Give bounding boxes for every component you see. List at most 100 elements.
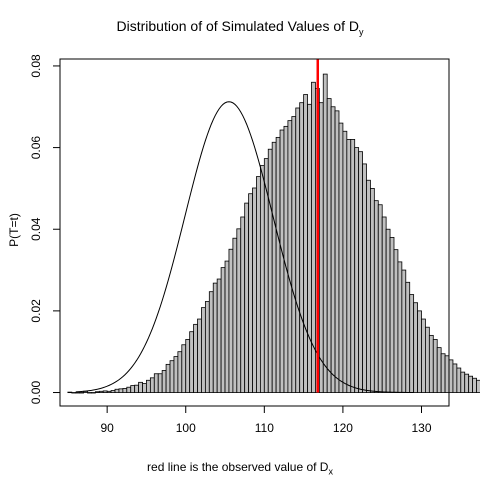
histogram-bar bbox=[197, 318, 202, 393]
histogram-bar bbox=[102, 390, 108, 393]
histogram-bar bbox=[283, 125, 289, 393]
histogram-bar bbox=[397, 261, 403, 393]
histogram-bar bbox=[409, 294, 415, 393]
histogram-bar bbox=[224, 260, 230, 393]
histogram-bar bbox=[393, 249, 399, 393]
histogram-bar bbox=[428, 334, 434, 393]
histogram-bar bbox=[212, 282, 218, 393]
histogram-bar bbox=[432, 339, 438, 393]
histogram-bar bbox=[118, 388, 124, 393]
y-tick-label: 0.06 bbox=[29, 136, 43, 160]
density-curve bbox=[75, 101, 414, 393]
histogram-bar bbox=[79, 392, 84, 394]
histogram-bar bbox=[252, 187, 257, 393]
x-tick-label: 90 bbox=[100, 421, 114, 435]
histogram-bar bbox=[436, 347, 442, 393]
histogram-bar bbox=[165, 363, 171, 393]
histogram-bar bbox=[370, 188, 375, 393]
histogram-bar bbox=[291, 116, 297, 393]
y-tick-label: 0.08 bbox=[29, 54, 43, 78]
histogram-bar bbox=[381, 216, 387, 393]
histogram-bar bbox=[318, 102, 324, 393]
histogram-bar bbox=[157, 373, 163, 393]
histogram-bar bbox=[460, 371, 466, 393]
histogram-bar bbox=[75, 392, 81, 394]
histogram-bar bbox=[413, 302, 418, 393]
histogram-bar bbox=[476, 379, 480, 393]
histogram-bar bbox=[405, 281, 411, 393]
histogram-bar bbox=[362, 163, 367, 393]
x-axis: 90 100 110 120 130 bbox=[100, 405, 432, 435]
histogram-bar bbox=[456, 367, 462, 393]
histogram-bar bbox=[67, 391, 73, 394]
histogram-bar bbox=[295, 107, 301, 393]
histogram-bar bbox=[322, 73, 328, 393]
histogram-bar bbox=[114, 388, 120, 393]
histogram-bar bbox=[169, 360, 175, 393]
histogram-bar bbox=[346, 139, 352, 393]
histogram-bar bbox=[366, 179, 371, 393]
histogram-bar bbox=[330, 106, 336, 393]
x-tick-label: 130 bbox=[411, 421, 431, 435]
histogram-bar bbox=[146, 379, 151, 393]
histogram-bar bbox=[468, 375, 473, 393]
histogram-bar bbox=[189, 331, 194, 393]
histogram-bar bbox=[307, 103, 312, 393]
histogram-bar bbox=[110, 390, 116, 393]
histogram-bar bbox=[299, 102, 305, 393]
histogram-bar bbox=[228, 248, 234, 393]
histogram-bar bbox=[122, 388, 128, 393]
histogram-bar bbox=[142, 383, 147, 393]
y-tick-label: 0.00 bbox=[29, 381, 43, 405]
histogram-bar bbox=[177, 351, 183, 393]
histogram-bar bbox=[354, 147, 360, 393]
histogram-bar bbox=[244, 202, 250, 393]
histogram-bar bbox=[256, 176, 261, 393]
histogram-bar bbox=[185, 339, 191, 393]
histogram-bar bbox=[87, 392, 92, 394]
histogram-bar bbox=[267, 148, 273, 393]
histogram-bar bbox=[287, 120, 293, 393]
histogram-bar bbox=[248, 193, 253, 393]
y-tick-label: 0.02 bbox=[29, 299, 43, 323]
histogram-bar bbox=[98, 390, 104, 393]
histogram-bar bbox=[193, 323, 198, 393]
histogram-bar bbox=[275, 136, 281, 393]
histogram-bar bbox=[240, 216, 246, 393]
histogram-bar bbox=[216, 278, 222, 393]
histogram-bar bbox=[440, 353, 446, 393]
histogram-bar bbox=[161, 370, 167, 393]
histogram-bar bbox=[71, 392, 77, 394]
histogram-bar bbox=[326, 98, 332, 393]
x-tick-label: 120 bbox=[333, 421, 353, 435]
histogram-bar bbox=[259, 165, 265, 393]
histogram-bar bbox=[201, 307, 206, 393]
histogram-bar bbox=[173, 356, 179, 393]
histogram-bar bbox=[452, 363, 458, 393]
histogram-bar bbox=[350, 139, 356, 393]
histogram-bar bbox=[401, 269, 407, 393]
histogram-bar bbox=[232, 237, 238, 393]
x-axis-label: red line is the observed value of Dx bbox=[147, 460, 333, 477]
histogram-bar bbox=[271, 141, 277, 393]
histogram-bar bbox=[472, 377, 477, 393]
histogram-bar bbox=[389, 236, 395, 393]
histogram-bar bbox=[126, 386, 132, 393]
histogram-bar bbox=[358, 151, 363, 393]
histogram-bar bbox=[279, 129, 285, 393]
histogram-bar bbox=[425, 326, 430, 393]
histogram-bar bbox=[373, 200, 379, 393]
histogram-bar bbox=[377, 204, 383, 393]
histogram-bar bbox=[106, 390, 112, 393]
chart-title: Distribution of of Simulated Values of D… bbox=[116, 18, 364, 37]
histogram-bar bbox=[130, 385, 136, 393]
histogram-bar bbox=[94, 391, 100, 393]
histogram-bar bbox=[385, 228, 391, 393]
histogram-bar bbox=[421, 318, 426, 393]
histogram-bar bbox=[138, 381, 143, 393]
histogram-bar bbox=[220, 267, 226, 393]
histogram-bar bbox=[153, 373, 159, 393]
histogram-bar bbox=[342, 130, 348, 393]
histogram-bar bbox=[181, 344, 187, 393]
